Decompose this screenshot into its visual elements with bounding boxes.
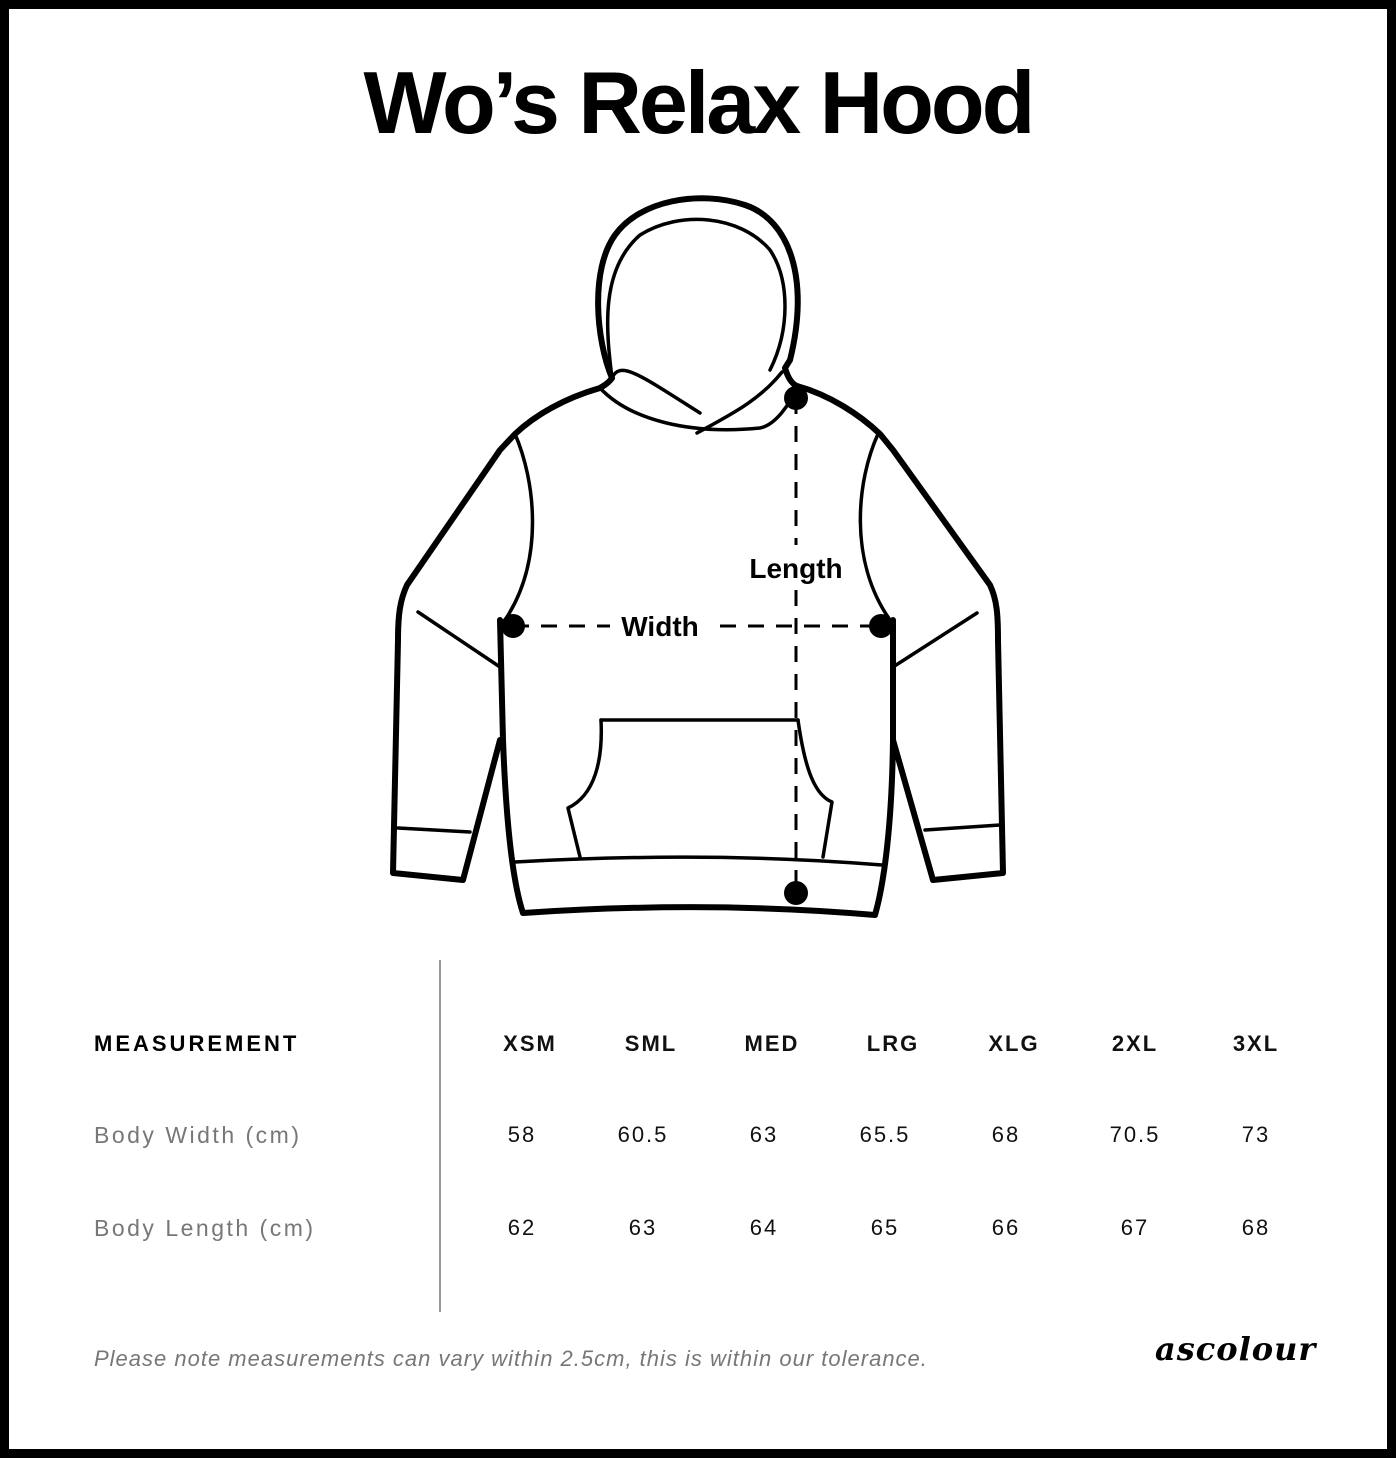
table-cell: 63	[628, 1215, 658, 1240]
table-cell: 68	[991, 1122, 1021, 1147]
measure-lines	[513, 398, 881, 893]
table-cell: 63	[749, 1122, 779, 1147]
measurement-header: MEASUREMENT	[94, 1031, 300, 1056]
page-title: Wo’s Relax Hood	[363, 53, 1036, 152]
hoodie-outline	[390, 195, 1006, 918]
length-top-marker	[784, 386, 808, 410]
table-cell: 58	[507, 1122, 537, 1147]
tolerance-note: Please note measurements can vary within…	[94, 1346, 928, 1371]
width-left-marker	[501, 614, 525, 638]
width-label: Width	[621, 611, 699, 642]
width-right-marker	[869, 614, 893, 638]
table-cell: 60.5	[617, 1122, 669, 1147]
table-cell: 64	[749, 1215, 779, 1240]
table-cell: 68	[1241, 1215, 1271, 1240]
table-cell: 73	[1241, 1122, 1271, 1147]
size-header: XSM	[503, 1031, 557, 1056]
table-cell: 65	[870, 1215, 900, 1240]
table-cell: 67	[1120, 1215, 1150, 1240]
size-header: SML	[624, 1031, 678, 1056]
table-cell: 70.5	[1109, 1122, 1161, 1147]
size-header: XLG	[988, 1031, 1040, 1056]
size-header: LRG	[866, 1031, 920, 1056]
brand-logo: ascolour	[1155, 1330, 1317, 1368]
size-header: 3XL	[1232, 1031, 1280, 1056]
table-cell: 62	[507, 1215, 537, 1240]
table-divider	[439, 960, 441, 1312]
row-label-body-length: Body Length (cm)	[94, 1215, 316, 1241]
table-cell: 65.5	[859, 1122, 911, 1147]
hoodie-details	[396, 217, 1002, 867]
row-label-body-width: Body Width (cm)	[94, 1122, 302, 1148]
size-header: 2XL	[1111, 1031, 1159, 1056]
table-cell: 66	[991, 1215, 1021, 1240]
length-bottom-marker	[784, 881, 808, 905]
length-label: Length	[749, 553, 842, 584]
size-header: MED	[744, 1031, 800, 1056]
